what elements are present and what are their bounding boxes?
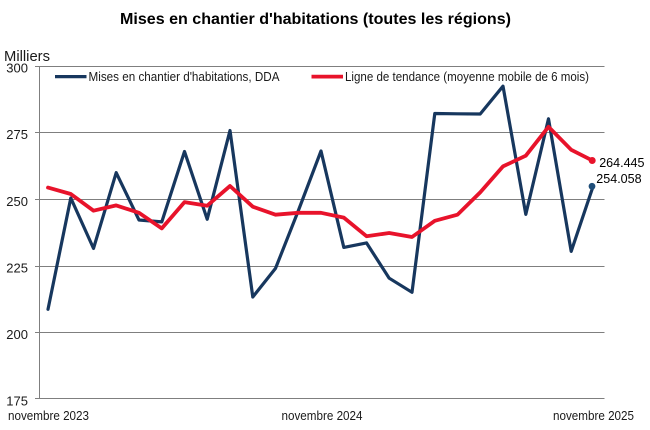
svg-text:novembre 2025: novembre 2025 [553, 408, 634, 423]
svg-text:264.445: 264.445 [599, 155, 644, 170]
svg-text:275: 275 [6, 127, 28, 142]
svg-text:novembre 2023: novembre 2023 [8, 408, 89, 423]
svg-text:250: 250 [6, 194, 28, 209]
svg-text:200: 200 [6, 327, 28, 342]
svg-text:Milliers: Milliers [4, 48, 50, 65]
svg-text:225: 225 [6, 261, 28, 276]
svg-text:300: 300 [6, 61, 28, 76]
svg-text:254.058: 254.058 [596, 171, 641, 186]
svg-text:Ligne de tendance (moyenne mob: Ligne de tendance (moyenne mobile de 6 m… [345, 69, 589, 84]
svg-text:175: 175 [6, 393, 28, 408]
svg-text:novembre 2024: novembre 2024 [282, 408, 363, 423]
svg-text:Mises en chantier d'habitation: Mises en chantier d'habitations (toutes … [120, 11, 511, 28]
svg-text:Mises en chantier d'habitation: Mises en chantier d'habitations, DDA [89, 69, 280, 84]
